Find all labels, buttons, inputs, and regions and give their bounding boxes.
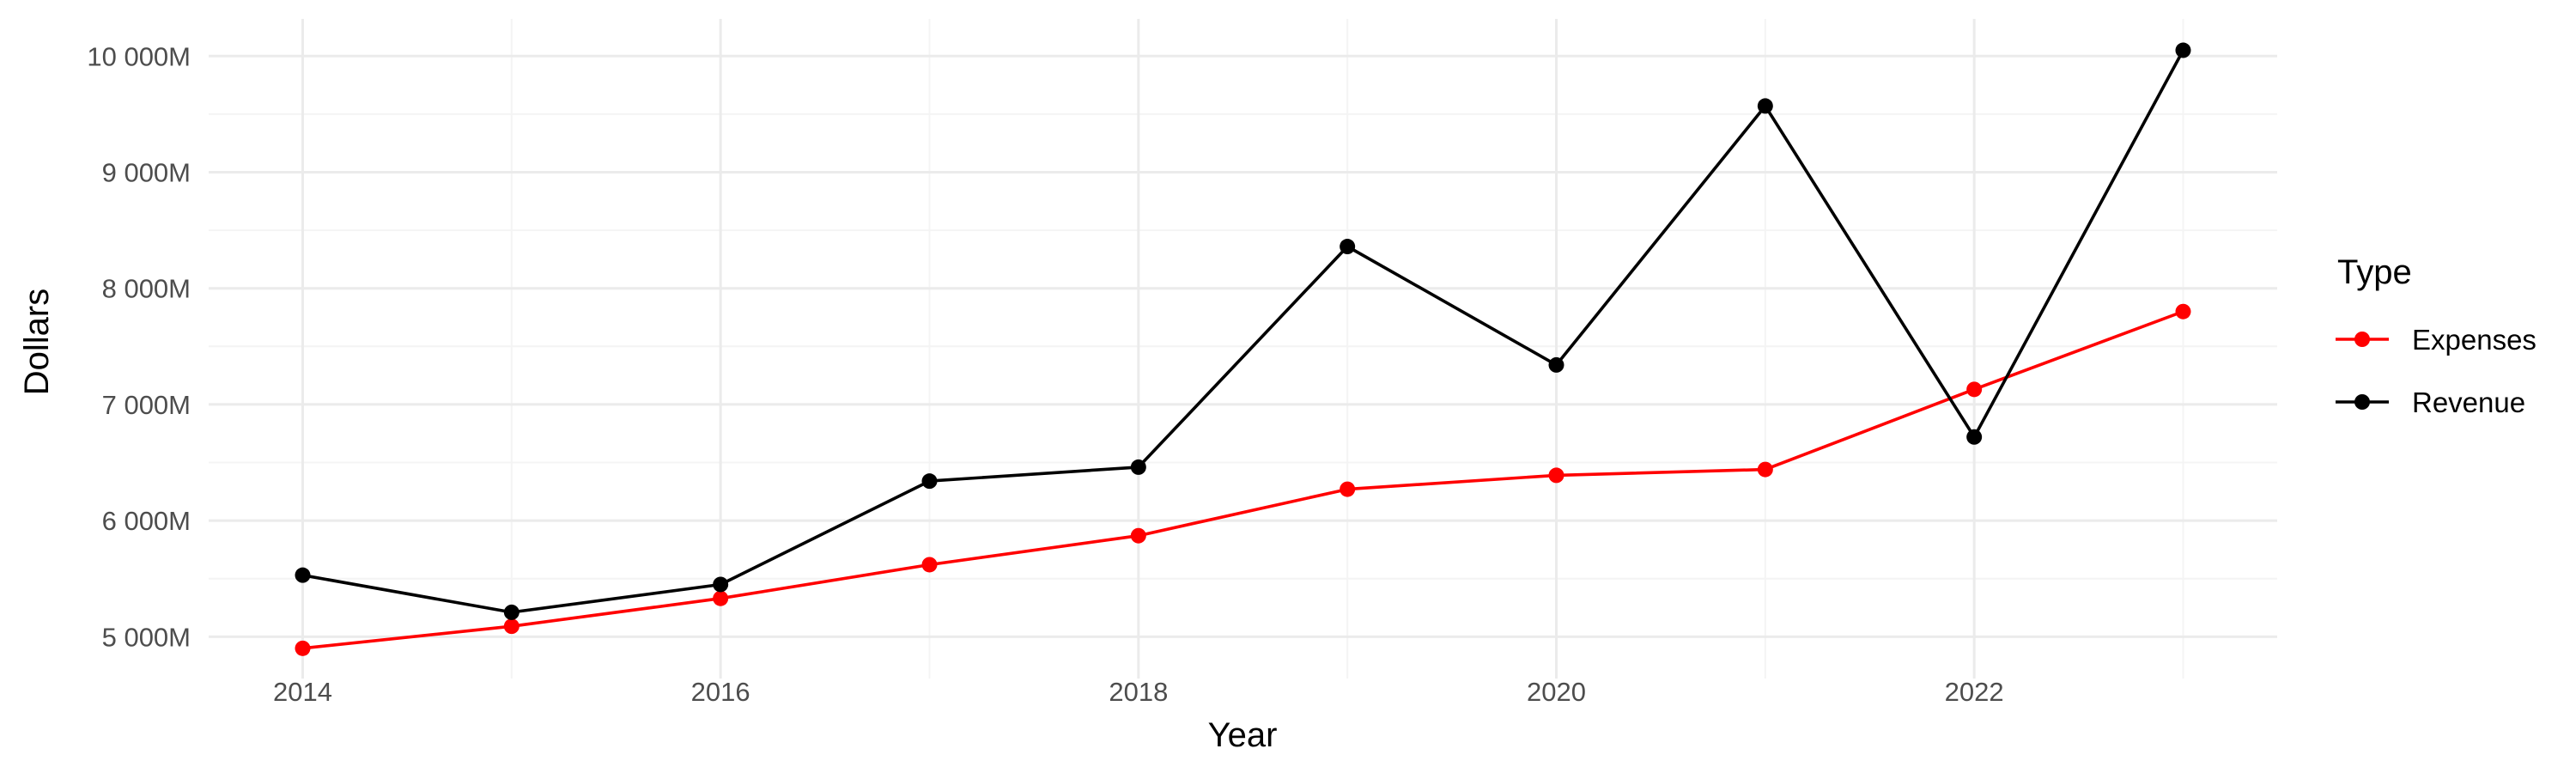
y-tick-label: 10 000M bbox=[87, 41, 191, 71]
x-tick-label: 2022 bbox=[1945, 677, 2004, 707]
revenue-point bbox=[921, 473, 938, 490]
y-tick-label: 9 000M bbox=[102, 157, 191, 187]
x-axis-title: Year bbox=[1208, 716, 1278, 754]
x-axis-tick-labels: 2014 2016 2018 2020 2022 bbox=[273, 677, 2004, 707]
y-axis-title: Dollars bbox=[18, 289, 56, 395]
legend-item-expenses: Expenses bbox=[2336, 324, 2537, 356]
legend-label: Expenses bbox=[2412, 324, 2537, 356]
revenue-point bbox=[713, 576, 729, 593]
expenses-point bbox=[295, 640, 311, 656]
y-tick-label: 7 000M bbox=[102, 390, 191, 420]
expenses-point bbox=[1130, 527, 1146, 544]
y-tick-label: 8 000M bbox=[102, 274, 191, 304]
revenue-point bbox=[2175, 42, 2191, 58]
expenses-point bbox=[1757, 461, 1773, 478]
revenue-line bbox=[302, 49, 2185, 614]
series-layer bbox=[295, 42, 2191, 656]
revenue-point bbox=[1548, 356, 1564, 373]
legend-title: Type bbox=[2337, 253, 2412, 291]
revenue-point bbox=[1340, 239, 1356, 255]
revenue-point bbox=[503, 604, 519, 620]
expenses-point bbox=[921, 557, 938, 573]
y-axis-tick-labels: 5 000M 6 000M 7 000M 8 000M 9 000M 10 000M bbox=[87, 41, 191, 652]
grid bbox=[209, 19, 2277, 679]
x-tick-label: 2018 bbox=[1109, 677, 1168, 707]
expenses-line bbox=[302, 310, 2184, 650]
x-tick-label: 2020 bbox=[1527, 677, 1586, 707]
revenue-point bbox=[295, 567, 311, 583]
revenue-point bbox=[1130, 459, 1146, 475]
legend-key-point bbox=[2354, 332, 2370, 347]
legend-label: Revenue bbox=[2412, 386, 2525, 418]
series-revenue bbox=[295, 42, 2191, 620]
x-tick-label: 2016 bbox=[691, 677, 750, 707]
legend-item-revenue: Revenue bbox=[2336, 386, 2525, 418]
expenses-point bbox=[503, 618, 519, 635]
expenses-point bbox=[1340, 481, 1356, 497]
expenses-point bbox=[1966, 381, 1983, 398]
expenses-point bbox=[713, 590, 729, 606]
expenses-point bbox=[1548, 467, 1564, 484]
x-tick-label: 2014 bbox=[273, 677, 332, 707]
expenses-point bbox=[2175, 303, 2191, 320]
y-tick-label: 5 000M bbox=[102, 622, 191, 652]
legend: Type Expenses Revenue bbox=[2336, 253, 2537, 418]
y-tick-label: 6 000M bbox=[102, 506, 191, 536]
legend-key-point bbox=[2354, 394, 2370, 410]
revenue-point bbox=[1966, 429, 1983, 445]
revenue-point bbox=[1757, 98, 1773, 114]
series-expenses bbox=[295, 303, 2191, 656]
